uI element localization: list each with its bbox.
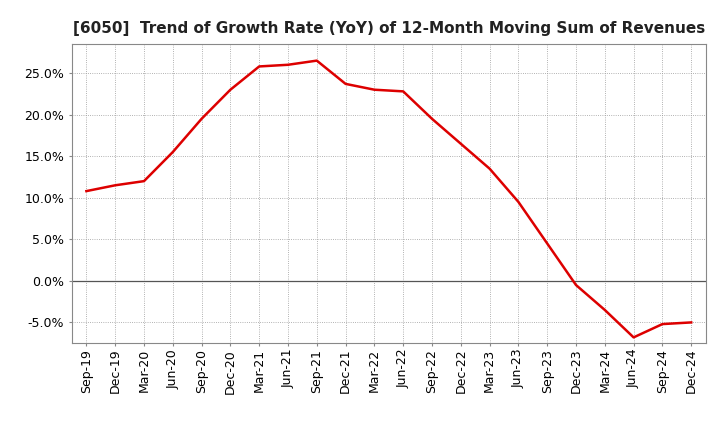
Title: [6050]  Trend of Growth Rate (YoY) of 12-Month Moving Sum of Revenues: [6050] Trend of Growth Rate (YoY) of 12-… <box>73 21 705 36</box>
